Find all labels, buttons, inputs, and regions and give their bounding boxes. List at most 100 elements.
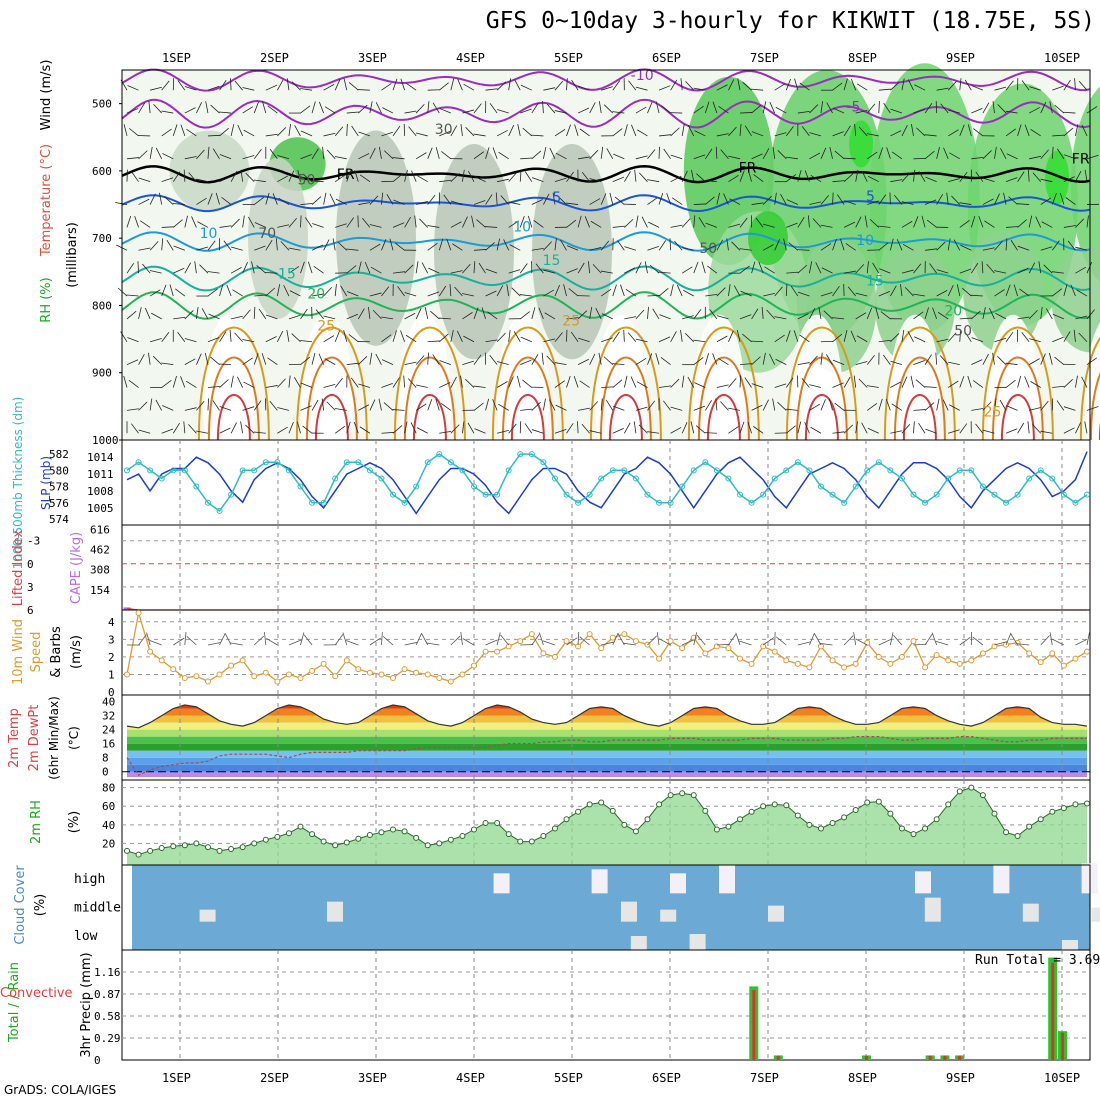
wind-barb: [994, 398, 997, 411]
wind-barb: [809, 104, 819, 114]
wind-barb: [612, 225, 625, 228]
wind-barb: [520, 108, 532, 114]
wind-speed-point: [262, 669, 269, 676]
wind-barb: [878, 194, 887, 205]
wind-barb: [878, 88, 891, 91]
wind-barb: [184, 310, 194, 320]
cape-tick: 308: [90, 564, 110, 577]
thickness-point: [262, 459, 269, 466]
wind-barb: [1086, 309, 1095, 320]
wind-barb-10m: [138, 634, 147, 646]
wind-barb: [148, 352, 151, 365]
wind-barb: [286, 329, 290, 342]
panel-frame: [121, 949, 1091, 1061]
wind-barb: [424, 307, 429, 319]
rh-blob: [532, 144, 612, 360]
wind-barb: [1052, 385, 1065, 388]
wind-barb: [357, 261, 362, 274]
wind-barb: [570, 331, 579, 343]
wind-barb: [563, 284, 567, 297]
wind-barb: [207, 271, 220, 274]
wind-barb: [161, 331, 170, 343]
cloud-block: [327, 901, 343, 922]
wind-barb: [415, 261, 419, 274]
wind-barb: [994, 337, 1007, 343]
rh-point: [563, 816, 570, 823]
wind-barb: [647, 179, 660, 183]
wind-barb: [237, 376, 244, 388]
wind10m-label-a: 10m Wind: [11, 619, 26, 685]
wind-barb: [1005, 331, 1014, 343]
warm-contour: [608, 394, 643, 441]
wind-barb: [866, 385, 879, 388]
thickness-point: [760, 491, 767, 498]
wind-barb: [948, 109, 960, 114]
wind-barb: [219, 331, 227, 342]
wind-barb: [443, 194, 452, 205]
thickness-point: [401, 499, 408, 506]
wind-barb: [311, 196, 322, 205]
wind-barb: [716, 84, 728, 91]
wind-barb: [392, 222, 405, 228]
wind-barb: [890, 81, 900, 91]
wind-barb: [404, 361, 417, 366]
wind-barb: [383, 402, 394, 411]
wind-barb-10m: [716, 643, 730, 646]
wind-barb: [866, 354, 875, 365]
warm-contour: [510, 394, 545, 441]
wind-barb: [832, 359, 845, 366]
wind-barb: [474, 176, 486, 183]
wind-barb: [161, 128, 172, 137]
wind-barb: [728, 407, 741, 411]
rh-point: [528, 838, 535, 845]
wind-barb: [982, 247, 995, 251]
wind-barb: [275, 238, 278, 251]
wind-barb: [890, 108, 903, 114]
wind-barb: [579, 380, 590, 388]
rh-tick: 60: [102, 800, 115, 813]
wind-barb: [901, 376, 908, 388]
wind-speed-point: [193, 673, 200, 680]
wind-barb: [300, 308, 308, 320]
slp-axis-label: SLP (mb): [39, 456, 53, 510]
cape-tick: 462: [90, 544, 110, 557]
wind-barb: [134, 215, 139, 228]
warm-contour: [216, 394, 251, 441]
wind-barb: [485, 242, 495, 251]
wind-barb: [223, 240, 232, 251]
thickness-point: [551, 475, 558, 482]
wind-speed-point: [945, 657, 952, 664]
wind-barb: [747, 421, 752, 434]
wind-barb: [462, 263, 471, 274]
wind-barb: [901, 269, 914, 274]
wind-barb: [1029, 155, 1041, 160]
rh-point: [829, 819, 836, 826]
wind-barb: [1074, 78, 1076, 91]
wind-barb: [820, 147, 827, 159]
wind-speed-point: [309, 667, 316, 674]
wind-speed-point: [760, 643, 767, 650]
wind-barb: [439, 333, 449, 343]
temp-band: [127, 771, 1087, 777]
wind-barb: [853, 375, 857, 388]
wind-barb: [854, 123, 857, 136]
wind-barb: [288, 123, 291, 136]
wind-barb-10m: [538, 632, 544, 646]
wind-barb: [774, 383, 787, 388]
wind-barb: [624, 218, 634, 228]
wind-barb-10m: [303, 634, 313, 646]
wind-barb: [231, 315, 243, 320]
rh-point: [204, 844, 211, 851]
wind-barb: [949, 152, 960, 160]
wind-barb: [751, 261, 756, 274]
warm-contour: [393, 326, 466, 441]
wind-barb: [277, 155, 290, 160]
wind-barb: [866, 103, 876, 114]
wind-barb: [973, 128, 984, 137]
dry-plume: [987, 314, 1039, 485]
wind-barb: [435, 147, 440, 159]
wind-barb: [1017, 219, 1027, 228]
wind-barb-10m: [345, 640, 359, 646]
wind-barb: [531, 199, 543, 205]
wind-barb-10m: [843, 635, 854, 646]
